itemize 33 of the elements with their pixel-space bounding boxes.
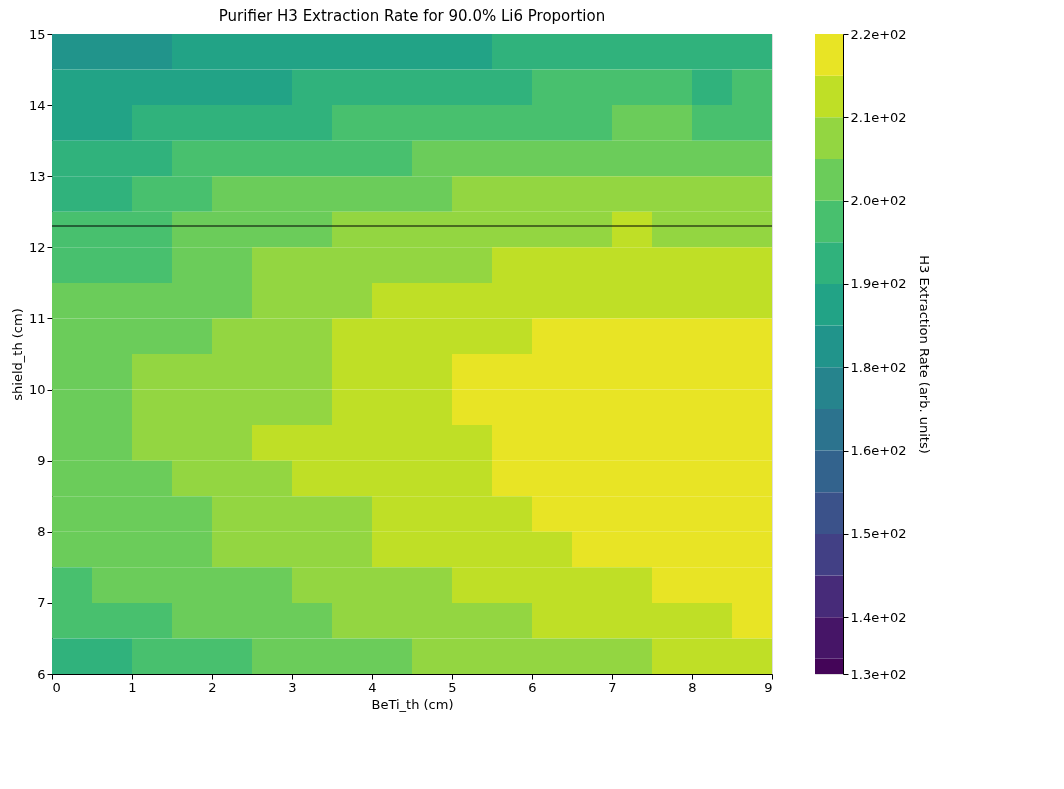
y-tick-label: 14 bbox=[28, 97, 46, 113]
y-tick-label: 8 bbox=[37, 524, 46, 540]
chart-title: Purifier H3 Extraction Rate for 90.0% Li6 Proportion bbox=[218, 7, 606, 25]
color-bar-label: 1.8e+02 bbox=[850, 359, 907, 375]
y-tick-label: 6 bbox=[37, 666, 46, 682]
x-tick-label: 0 bbox=[52, 679, 61, 695]
x-tick-label: 3 bbox=[288, 679, 297, 695]
x-tick-label: 7 bbox=[608, 679, 617, 695]
color-bar-label: 2.2e+02 bbox=[850, 26, 907, 42]
color-bar-label: 2.0e+02 bbox=[850, 193, 907, 209]
y-tick-label: 7 bbox=[37, 595, 46, 611]
x-tick-label: 9 bbox=[764, 679, 773, 695]
y-tick-label: 15 bbox=[28, 26, 46, 42]
y-tick-label: 9 bbox=[37, 453, 46, 469]
y-tick-label: 11 bbox=[28, 310, 46, 326]
color-bar-title: H3 Extraction Rate (arb. units) bbox=[916, 255, 932, 454]
y-tick-label: 13 bbox=[28, 168, 46, 184]
x-tick-label: 4 bbox=[368, 679, 377, 695]
color-bar-label: 1.3e+02 bbox=[850, 666, 907, 682]
y-tick-label: 10 bbox=[28, 382, 46, 398]
x-tick-label: 6 bbox=[528, 679, 537, 695]
color-bar-label: 1.5e+02 bbox=[850, 526, 907, 542]
x-tick-label: 2 bbox=[208, 679, 217, 695]
color-bar-label: 2.1e+02 bbox=[850, 109, 907, 125]
color-bar-label: 1.6e+02 bbox=[850, 443, 907, 459]
color-bar-label: 1.9e+02 bbox=[850, 276, 907, 292]
color-bar-label: 1.4e+02 bbox=[850, 609, 907, 625]
x-tick-label: 5 bbox=[448, 679, 457, 695]
x-tick-label: 8 bbox=[688, 679, 697, 695]
y-axis-title: shield_th (cm) bbox=[9, 308, 25, 401]
y-tick-label: 12 bbox=[28, 239, 46, 255]
x-axis-title: BeTi_th (cm) bbox=[371, 696, 454, 712]
x-tick-label: 1 bbox=[128, 679, 137, 695]
